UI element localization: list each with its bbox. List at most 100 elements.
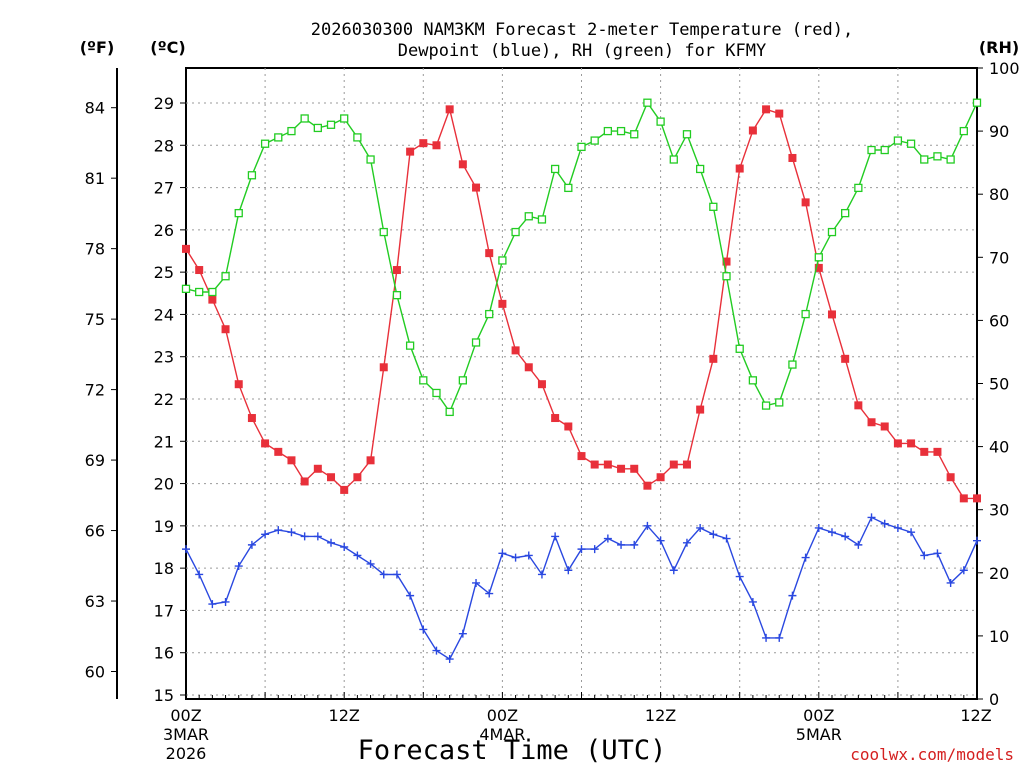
celsius-tick-label: 16 [154, 644, 174, 663]
dewpoint-point [221, 597, 230, 606]
temperature-point [366, 456, 375, 465]
year-tick-label: 2026 [166, 744, 207, 763]
rh-point [761, 401, 771, 410]
x-axis-label: Forecast Time (UTC) [358, 735, 667, 766]
dewpoint-point [920, 551, 929, 560]
fahrenheit-tick-label: 81 [85, 169, 105, 188]
dewpoint-point [274, 526, 283, 535]
temperature-point [551, 414, 560, 423]
celsius-tick-label: 21 [154, 432, 174, 451]
temperature-point [827, 310, 836, 319]
dewpoint-point [656, 536, 665, 545]
rh-point [181, 284, 191, 294]
rh-point [775, 398, 784, 407]
dewpoint-point [445, 655, 454, 664]
temperature-point [485, 249, 494, 258]
temperature-point [287, 456, 296, 465]
rh-tick-label: 10 [989, 627, 1009, 646]
celsius-tick-label: 15 [154, 686, 174, 705]
celsius-tick-label: 28 [154, 136, 174, 155]
temperature-point [643, 481, 652, 490]
dewpoint-point [709, 530, 718, 539]
celsius-tick-label: 24 [154, 305, 174, 324]
date-tick-label: 5MAR [796, 725, 842, 744]
rh-point [379, 227, 388, 237]
dewpoint-point [208, 600, 217, 609]
dewpoint-point [234, 562, 243, 571]
dewpoint-point [946, 578, 955, 587]
temperature-point [234, 380, 243, 389]
rh-point [972, 98, 982, 107]
rh-point [590, 136, 599, 145]
time-tick-label: 00Z [170, 706, 201, 725]
rh-tick-label: 50 [989, 375, 1009, 394]
temperature-point [801, 198, 810, 207]
fahrenheit-tick-label: 66 [85, 522, 105, 541]
chart-title-line2: Dewpoint (blue), RH (green) for KFMY [398, 41, 766, 61]
temperature-point [603, 460, 612, 469]
series-layer [181, 98, 982, 664]
time-tick-label: 12Z [329, 706, 360, 725]
dewpoint-point [432, 646, 441, 655]
rh-point [432, 388, 441, 398]
temperature-point [327, 473, 336, 482]
date-tick-label: 3MAR [163, 725, 209, 744]
rh-point [616, 126, 626, 136]
rh-point [669, 155, 678, 164]
temperature-point [933, 447, 942, 456]
temperature-point [392, 266, 401, 275]
celsius-tick-label: 23 [154, 348, 174, 367]
dewpoint-point [801, 553, 810, 562]
dewpoint-point [788, 591, 797, 600]
rh-point [893, 136, 903, 145]
celsius-tick-label: 19 [154, 517, 174, 536]
temperature-point [946, 473, 955, 482]
dewpoint-point [472, 578, 481, 587]
temperature-point [182, 244, 190, 253]
dewpoint-point [722, 534, 731, 543]
temperature-point [867, 418, 876, 427]
temperature-point [788, 153, 797, 162]
celsius-tick-label: 26 [154, 221, 174, 240]
temperature-point [274, 447, 283, 456]
time-tick-label: 12Z [960, 706, 991, 725]
temperature-point [709, 354, 718, 363]
temperature-point [261, 439, 270, 448]
rh-point [195, 287, 204, 297]
rh-point [603, 126, 613, 136]
dewpoint-point [630, 540, 639, 549]
rh-tick-label: 40 [989, 438, 1009, 457]
fahrenheit-tick-label: 75 [85, 310, 105, 329]
temperature-point [854, 401, 863, 410]
rh-point [445, 407, 454, 417]
rh-point [959, 126, 968, 136]
rh-tick-label: 60 [989, 311, 1009, 330]
celsius-tick-label: 22 [154, 390, 174, 409]
temperature-point [313, 464, 322, 473]
dewpoint-point [577, 545, 586, 554]
axis-layer: 15 16 17 18 19 20 21 22 23 24 25 26 27 28 29 60 63 66 69 72… [85, 59, 1020, 763]
temperature-point [195, 266, 204, 275]
grid-layer [186, 68, 977, 699]
dewpoint-point [643, 521, 652, 530]
rh-point [841, 208, 850, 218]
rh-axis-label: (RH) [979, 38, 1019, 57]
celsius-tick-label: 27 [154, 179, 174, 198]
dewpoint-point [195, 570, 204, 579]
rh-point [471, 338, 481, 347]
dewpoint-point [959, 566, 968, 575]
temperature-point [656, 473, 665, 482]
temperature-point [893, 439, 902, 448]
rh-point [274, 133, 283, 142]
rh-point [485, 309, 494, 319]
rh-point [353, 133, 362, 142]
dewpoint-point [406, 591, 415, 600]
rh-point [550, 164, 560, 174]
dewpoint-point [867, 513, 876, 522]
temperature-point [735, 164, 744, 173]
dewpoint-point [973, 536, 981, 545]
rh-point [208, 287, 217, 297]
dewpoint-point [340, 543, 349, 551]
dewpoint-point [511, 553, 520, 562]
dewpoint-point [524, 551, 533, 560]
